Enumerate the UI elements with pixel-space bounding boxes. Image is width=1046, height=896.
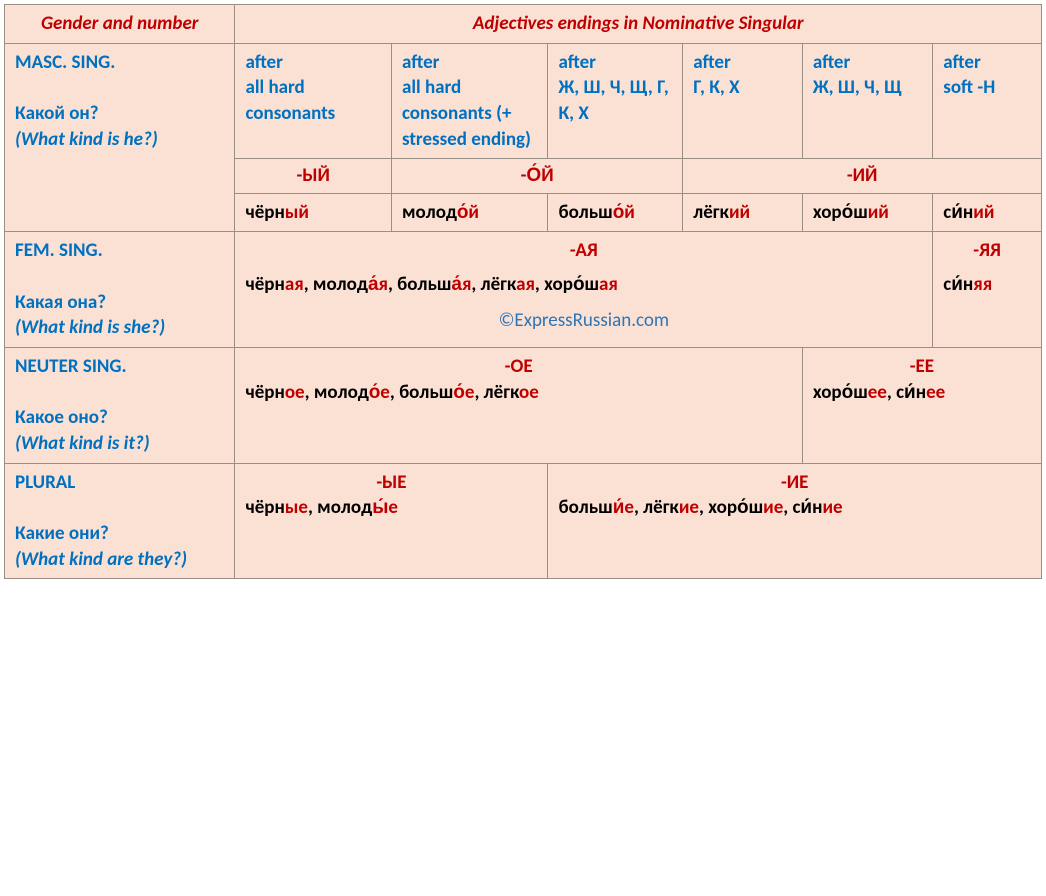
masc-ctx-5: aftersoft -Н (933, 43, 1042, 159)
plural-group-1: -ИЕ больши́е, лёгкие, хоро́шие, си́ние (548, 463, 1042, 579)
masc-title: MASC. SING. (15, 51, 115, 74)
neuter-end-1: -ЕЕ (813, 354, 1031, 380)
neuter-group-1: -ЕЕ хоро́шее, си́нее (802, 348, 1041, 464)
neuter-label: NEUTER SING. Какое оно? (What kind is it… (5, 348, 235, 464)
fem-ex-1: си́няя (943, 272, 1031, 298)
masc-ctx-1: afterall hard consonants (+ stressed end… (391, 43, 548, 159)
masc-ctx-2: afterЖ, Ш, Ч, Щ, Г, К, Х (548, 43, 683, 159)
fem-ex-0: чёрная, молода́я, больша́я, лёгкая, хоро… (245, 272, 922, 298)
masc-q-en: (What kind is he?) (15, 128, 158, 151)
masc-ex-0: чёрный (235, 193, 392, 232)
fem-q-ru: Какая она? (15, 291, 106, 314)
watermark: ©ExpressRussian.com (245, 298, 922, 334)
plural-q-en: (What kind are they?) (15, 548, 187, 571)
adjective-endings-table: Gender and number Adjectives endings in … (4, 4, 1042, 579)
masc-ex-4: хоро́ший (802, 193, 932, 232)
masc-ctx-0: afterall hard consonants (235, 43, 392, 159)
header-row: Gender and number Adjectives endings in … (5, 5, 1042, 44)
plural-label: PLURAL Какие они? (What kind are they?) (5, 463, 235, 579)
masc-end-2: -ИЙ (683, 159, 1042, 194)
masc-end-1: -О́Й (391, 159, 682, 194)
masc-end-0: -ЫЙ (235, 159, 392, 194)
fem-row: FEM. SING. Какая она? (What kind is she?… (5, 232, 1042, 348)
neuter-end-0: -ОЕ (245, 354, 791, 380)
neuter-title: NEUTER SING. (15, 355, 127, 378)
neuter-ex-0: чёрное, молодо́е, большо́е, лёгкое (245, 380, 791, 406)
neuter-q-ru: Какое оно? (15, 406, 108, 429)
plural-end-0: -ЫЕ (245, 470, 537, 496)
header-right: Adjectives endings in Nominative Singula… (235, 5, 1042, 44)
masc-ex-5: си́ний (933, 193, 1042, 232)
masc-ex-2: большо́й (548, 193, 683, 232)
fem-end-1: -ЯЯ (943, 238, 1031, 264)
neuter-q-en: (What kind is it?) (15, 432, 150, 455)
fem-label: FEM. SING. Какая она? (What kind is she?… (5, 232, 235, 348)
neuter-ex-1: хоро́шее, си́нее (813, 380, 1031, 406)
header-left: Gender and number (5, 5, 235, 44)
masc-q-ru: Какой он? (15, 102, 99, 125)
neuter-row: NEUTER SING. Какое оно? (What kind is it… (5, 348, 1042, 464)
fem-end-0: -АЯ (245, 238, 922, 264)
masc-label: MASC. SING. Какой он? (What kind is he?) (5, 43, 235, 232)
fem-title: FEM. SING. (15, 239, 103, 262)
plural-group-0: -ЫЕ чёрные, молоды́е (235, 463, 548, 579)
plural-ex-0: чёрные, молоды́е (245, 495, 537, 521)
plural-row: PLURAL Какие они? (What kind are they?) … (5, 463, 1042, 579)
neuter-group-0: -ОЕ чёрное, молодо́е, большо́е, лёгкое (235, 348, 802, 464)
masc-ctx-3: afterГ, К, Х (683, 43, 803, 159)
masc-context-row: MASC. SING. Какой он? (What kind is he?)… (5, 43, 1042, 159)
plural-end-1: -ИЕ (558, 470, 1031, 496)
fem-group-1: -ЯЯ си́няя (933, 232, 1042, 348)
plural-q-ru: Какие они? (15, 522, 109, 545)
plural-ex-1: больши́е, лёгкие, хоро́шие, си́ние (558, 495, 1031, 521)
fem-q-en: (What kind is she?) (15, 316, 165, 339)
fem-group-0: -АЯ чёрная, молода́я, больша́я, лёгкая, … (235, 232, 933, 348)
masc-ex-3: лёгкий (683, 193, 803, 232)
masc-ex-1: молодо́й (391, 193, 548, 232)
masc-ctx-4: afterЖ, Ш, Ч, Щ (802, 43, 932, 159)
plural-title: PLURAL (15, 471, 75, 494)
